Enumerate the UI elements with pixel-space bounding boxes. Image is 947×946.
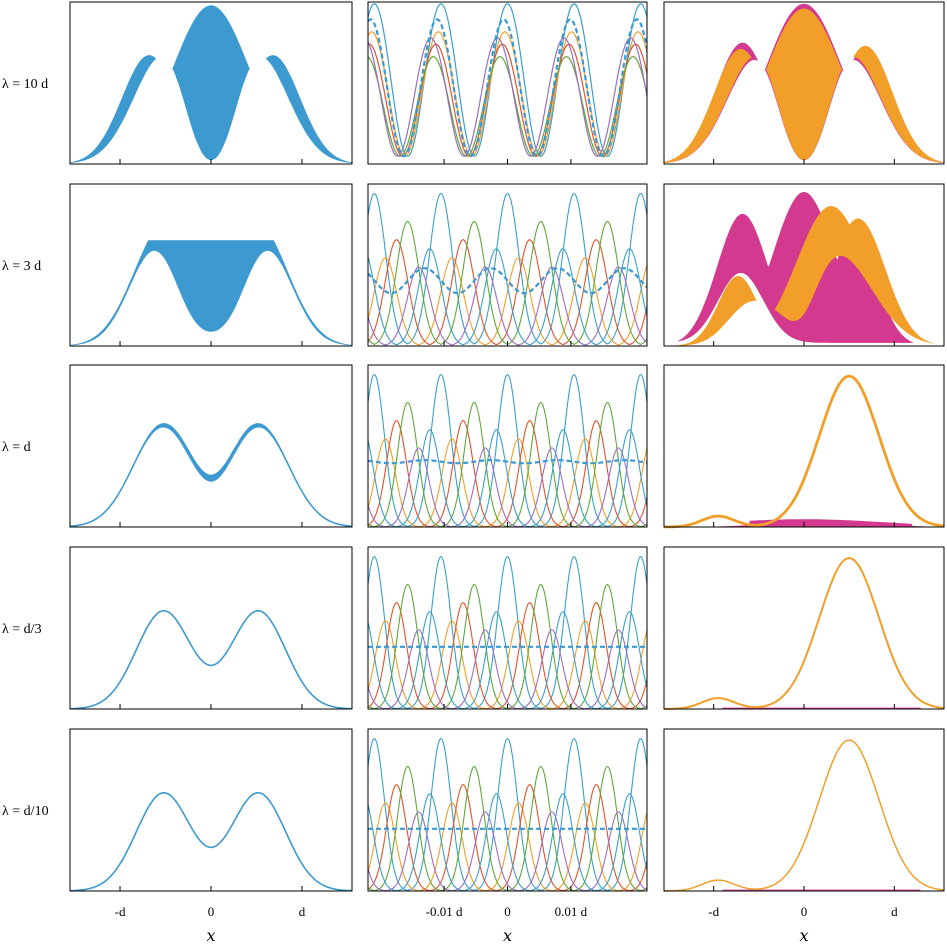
orange-band-row-2 xyxy=(664,206,944,346)
basis-curve xyxy=(368,193,647,345)
basis-curve xyxy=(368,31,647,157)
orange-curve-row-5 xyxy=(663,739,945,892)
basis-curve xyxy=(368,611,647,709)
panels-group xyxy=(69,1,945,892)
x-tick-label: 0 xyxy=(801,904,808,919)
basis-curve xyxy=(368,793,647,891)
basis-curve xyxy=(368,56,647,157)
panel-frame xyxy=(367,364,648,528)
basis-curve xyxy=(368,257,647,346)
basis-curve xyxy=(368,373,647,527)
row-label: λ = d xyxy=(2,440,31,455)
panel-frame xyxy=(663,364,945,528)
x-tick-label: -0.01 d xyxy=(426,904,463,919)
orange-curve-row-4 xyxy=(663,557,945,710)
density-curve-row-3 xyxy=(69,423,353,527)
orange-curve-row-3 xyxy=(663,374,945,529)
x-tick-label: d xyxy=(299,904,306,919)
row-label: λ = d/10 xyxy=(2,804,49,819)
x-axis-label: x xyxy=(206,926,215,945)
density-band-row-2 xyxy=(70,240,352,346)
panel-frame xyxy=(663,728,945,892)
x-axis-label: x xyxy=(799,926,808,945)
density-curve-row-4 xyxy=(70,610,352,710)
basis-curves-row-3 xyxy=(368,373,647,527)
x-tick-label: 0 xyxy=(504,904,511,919)
panel-frame xyxy=(367,546,648,710)
x-tick-label: -d xyxy=(115,904,126,919)
mean-dashed-curve xyxy=(368,18,647,158)
x-tick-label: 0 xyxy=(208,904,215,919)
basis-curve xyxy=(368,447,647,527)
basis-curve xyxy=(368,737,647,891)
basis-curves-row-1 xyxy=(368,3,647,158)
panel-frame xyxy=(367,728,648,892)
basis-curve xyxy=(368,620,647,709)
mean-dashed-curve xyxy=(368,267,647,295)
basis-curve xyxy=(368,239,647,346)
panel-frame xyxy=(69,546,353,710)
basis-curve xyxy=(368,802,647,891)
basis-curve xyxy=(368,438,647,527)
labels-group: λ = 10 d λ = 3 d λ = d λ = d/3 λ = d/10 -d 0 d x… xyxy=(2,77,898,945)
panel-frame xyxy=(663,546,945,710)
basis-curve xyxy=(368,402,647,527)
basis-curve xyxy=(368,555,647,709)
basis-curves-row-2 xyxy=(368,193,647,346)
row-label: λ = 3 d xyxy=(2,259,41,274)
orange-band-row-1 xyxy=(664,8,944,163)
basis-curve xyxy=(368,429,647,527)
basis-curve xyxy=(368,811,647,891)
basis-curve xyxy=(368,248,647,346)
basis-curves-row-5 xyxy=(368,737,647,891)
x-tick-label: d xyxy=(891,904,898,919)
density-curve-row-5 xyxy=(70,792,352,892)
density-band-row-1 xyxy=(70,5,352,164)
basis-curve xyxy=(368,266,647,346)
basis-curve xyxy=(368,629,647,709)
panel-frame xyxy=(69,728,353,892)
row-label: λ = 10 d xyxy=(2,77,48,92)
row-label: λ = d/3 xyxy=(2,622,42,637)
x-tick-label: 0.01 d xyxy=(555,904,588,919)
x-axis-label: x xyxy=(503,926,512,945)
basis-curves-row-4 xyxy=(368,555,647,709)
panel-frame xyxy=(367,183,648,347)
mean-dashed-curve xyxy=(368,459,647,465)
basis-curve xyxy=(368,37,647,157)
basis-curve xyxy=(368,3,647,157)
x-tick-label: -d xyxy=(708,904,719,919)
